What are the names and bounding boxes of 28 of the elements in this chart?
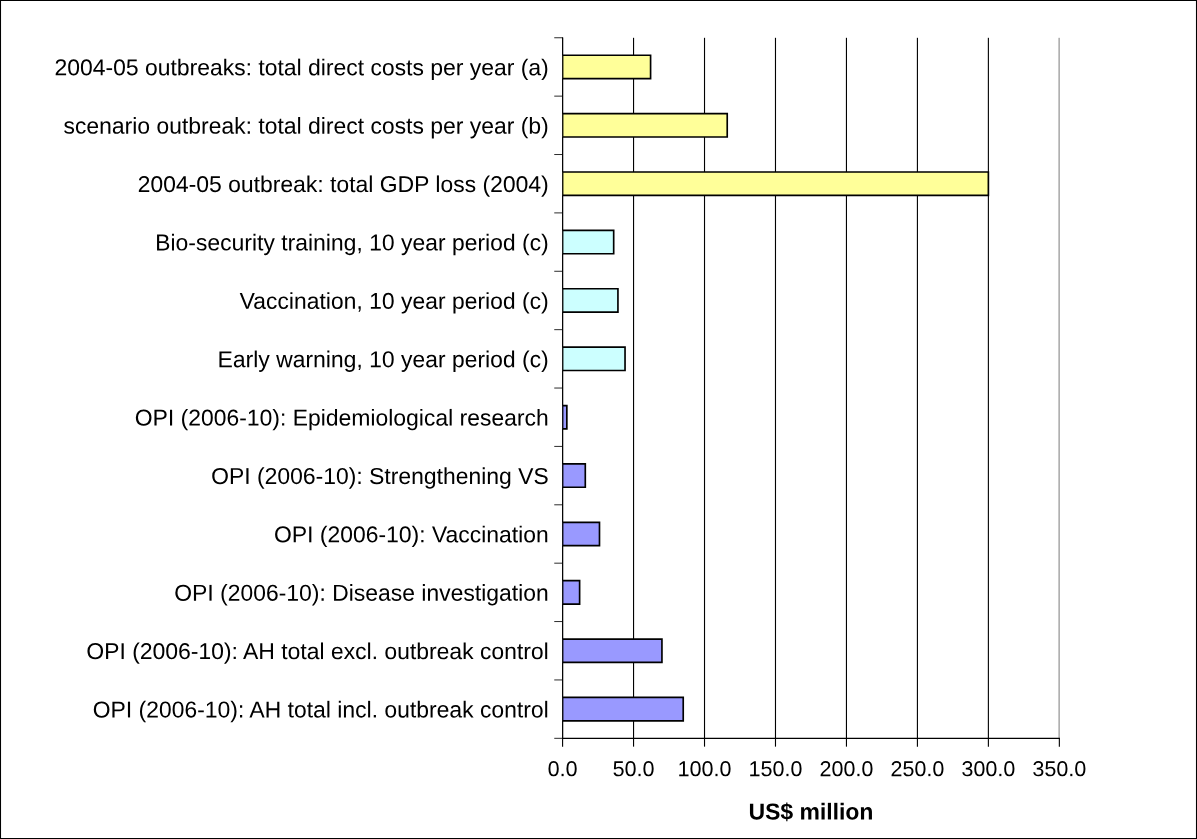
y-tick-label: 2004-05 outbreak: total GDP loss (2004) bbox=[138, 175, 548, 197]
bar bbox=[562, 346, 626, 372]
x-axis-title: US$ million bbox=[749, 802, 872, 822]
x-tick-label: 0.0 bbox=[548, 761, 577, 777]
x-tick-label: 200.0 bbox=[820, 761, 873, 777]
y-tick-label: OPI (2006-10): Strengthening VS bbox=[212, 467, 548, 489]
y-tick-label: OPI (2006-10): Disease investigation bbox=[175, 584, 548, 606]
x-tick-label: 50.0 bbox=[613, 761, 654, 777]
bar bbox=[562, 287, 619, 313]
y-tick-label: 2004-05 outbreaks: total direct costs per year (a) bbox=[55, 58, 548, 80]
y-tick-label: scenario outbreak: total direct costs per year (b) bbox=[64, 117, 548, 139]
bar bbox=[562, 404, 568, 430]
bar bbox=[562, 521, 601, 547]
y-tick-label: Bio-security training, 10 year period (c) bbox=[157, 233, 548, 256]
x-tick-label: 350.0 bbox=[1033, 761, 1086, 777]
y-tick-label: OPI (2006-10): AH total incl. outbreak control bbox=[93, 700, 548, 723]
bar bbox=[562, 463, 587, 489]
x-tick-label: 100.0 bbox=[679, 761, 731, 777]
x-tick-label: 300.0 bbox=[962, 761, 1015, 777]
x-tick-label: 250.0 bbox=[891, 761, 944, 777]
y-tick-label: OPI (2006-10): Epidemiological research bbox=[135, 408, 548, 431]
y-tick-label: Early warning, 10 year period (c) bbox=[219, 350, 548, 372]
x-tick-label: 150.0 bbox=[750, 761, 802, 777]
bar bbox=[562, 579, 581, 605]
bar bbox=[562, 229, 615, 255]
y-tick-label: OPI (2006-10): AH total excl. outbreak control bbox=[87, 642, 548, 664]
y-tick-label: OPI (2006-10): Vaccination bbox=[275, 525, 548, 548]
y-tick-label: Vaccination, 10 year period (c) bbox=[239, 292, 548, 314]
